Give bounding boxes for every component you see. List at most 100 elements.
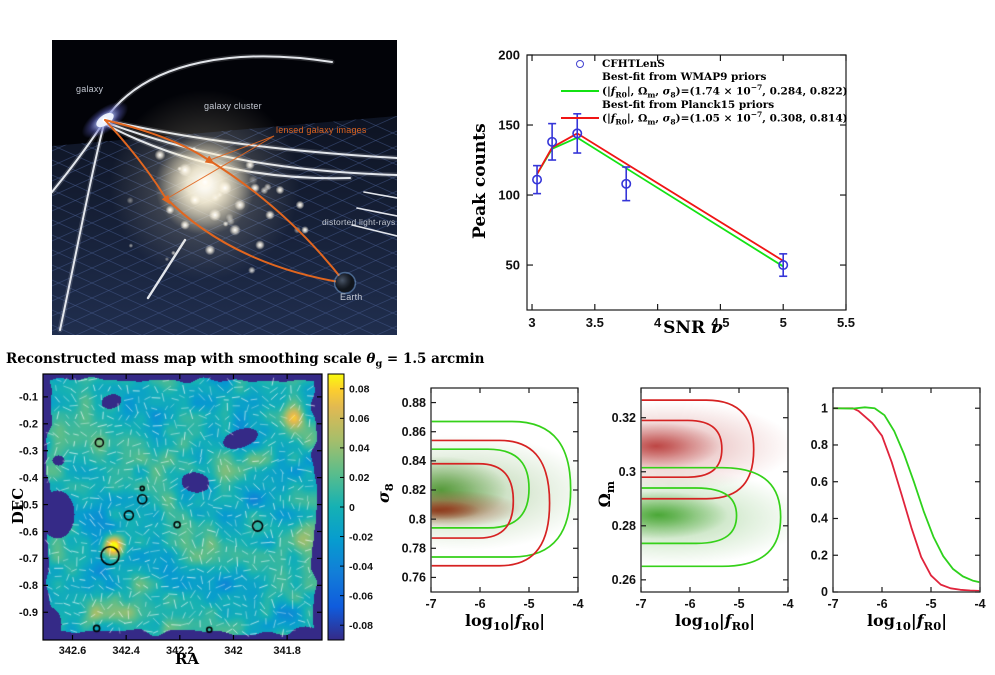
svg-text:0.76: 0.76 bbox=[402, 571, 426, 585]
svg-text:-4: -4 bbox=[572, 597, 583, 611]
svg-text:0.08: 0.08 bbox=[349, 384, 370, 396]
svg-text:-4: -4 bbox=[782, 597, 793, 611]
legend-planck15-name: Best-fit from Planck15 priors bbox=[558, 98, 848, 112]
legend-circle-marker bbox=[558, 59, 602, 68]
massmap-title: Reconstructed mass map with smoothing sc… bbox=[6, 351, 485, 370]
svg-text:4.5: 4.5 bbox=[711, 315, 729, 330]
svg-text:-5: -5 bbox=[733, 597, 744, 611]
svg-text:0.06: 0.06 bbox=[349, 413, 370, 425]
legend-text: Best-fit from WMAP9 priors bbox=[602, 71, 767, 84]
constraint-plots: -7 -6 -5 -4 0.76 0.78 0.8 0.82 0.84 0.86 0.88 -7 -6 -… bbox=[402, 387, 986, 611]
peak-counts-plot: 3 3.5 4 4.5 5 5.5 50 100 150 200 bbox=[498, 48, 855, 331]
svg-text:0.8: 0.8 bbox=[409, 512, 426, 526]
svg-text:0.04: 0.04 bbox=[349, 443, 370, 455]
svg-text:100: 100 bbox=[498, 188, 520, 203]
legend-cfhtlens: CFHTLenS bbox=[558, 57, 848, 71]
svg-text:-0.6: -0.6 bbox=[19, 526, 38, 538]
svg-text:50: 50 bbox=[506, 258, 520, 273]
legend-text: Best-fit from Planck15 priors bbox=[602, 98, 775, 111]
svg-text:-0.4: -0.4 bbox=[19, 472, 39, 484]
svg-text:-4: -4 bbox=[974, 597, 985, 611]
svg-text:-0.2: -0.2 bbox=[19, 419, 38, 431]
peak-xlabel: SNR ν bbox=[663, 318, 723, 338]
svg-text:5.5: 5.5 bbox=[837, 315, 855, 330]
svg-text:0.2: 0.2 bbox=[811, 548, 828, 562]
svg-text:0.8: 0.8 bbox=[811, 438, 828, 452]
fr0-xlabel-3: log10|fR0| bbox=[866, 611, 948, 634]
svg-text:0.88: 0.88 bbox=[402, 396, 426, 410]
svg-text:-5: -5 bbox=[925, 597, 936, 611]
label-lensed-galaxy-images: lensed galaxy images bbox=[276, 125, 367, 135]
svg-text:1: 1 bbox=[821, 401, 828, 415]
peak-ylabel: Peak counts bbox=[470, 123, 490, 239]
earth-sphere bbox=[333, 271, 357, 295]
legend-line-marker bbox=[558, 89, 602, 92]
gravitational-lensing-illustration: galaxy galaxy cluster lensed galaxy images… bbox=[52, 40, 397, 335]
svg-text:-6: -6 bbox=[684, 597, 695, 611]
svg-text:-0.8: -0.8 bbox=[19, 580, 38, 592]
massmap-xlabel: RA bbox=[174, 650, 200, 668]
svg-text:-0.08: -0.08 bbox=[349, 620, 373, 632]
svg-text:-0.3: -0.3 bbox=[19, 446, 38, 458]
legend-planck15-params: (|fR0|, Ωm, σ8)=(1.05 × 10−7, 0.308, 0.8… bbox=[558, 109, 848, 127]
svg-text:-6: -6 bbox=[876, 597, 887, 611]
svg-text:-0.1: -0.1 bbox=[19, 392, 38, 404]
svg-text:3.5: 3.5 bbox=[586, 315, 604, 330]
svg-text:342.4: 342.4 bbox=[112, 645, 140, 657]
svg-text:0.3: 0.3 bbox=[619, 465, 636, 479]
svg-text:0.86: 0.86 bbox=[402, 425, 426, 439]
svg-text:0.28: 0.28 bbox=[612, 519, 636, 533]
lensed-path-arrows bbox=[161, 155, 215, 205]
svg-text:5: 5 bbox=[780, 315, 787, 330]
label-earth: Earth bbox=[340, 292, 363, 302]
svg-text:-7: -7 bbox=[827, 597, 838, 611]
svg-text:-6: -6 bbox=[474, 597, 485, 611]
svg-text:0: 0 bbox=[821, 585, 828, 599]
svg-text:-7: -7 bbox=[425, 597, 436, 611]
label-distorted-light-rays: distorted light-rays bbox=[322, 217, 396, 227]
peak-legend: CFHTLenS Best-fit from WMAP9 priors (|fR0|… bbox=[558, 57, 848, 127]
svg-text:150: 150 bbox=[498, 118, 520, 133]
svg-text:0.26: 0.26 bbox=[612, 573, 636, 587]
svg-text:-7: -7 bbox=[635, 597, 646, 611]
legend-wmap9-params: (|fR0|, Ωm, σ8)=(1.74 × 10−7, 0.284, 0.8… bbox=[558, 82, 848, 100]
svg-text:0.78: 0.78 bbox=[402, 541, 426, 555]
massmap-axes: 342.6 342.4 342.2 342 341.8 -0.1 -0.2 -0.3 -0.4 -… bbox=[19, 373, 373, 657]
svg-text:4: 4 bbox=[654, 315, 662, 330]
legend-wmap9-name: Best-fit from WMAP9 priors bbox=[558, 71, 848, 85]
svg-text:0.84: 0.84 bbox=[402, 454, 426, 468]
massmap-canvas bbox=[43, 374, 322, 640]
svg-text:-0.02: -0.02 bbox=[349, 531, 373, 543]
label-galaxy-cluster: galaxy cluster bbox=[204, 101, 262, 111]
svg-text:342.2: 342.2 bbox=[166, 645, 194, 657]
svg-text:0.02: 0.02 bbox=[349, 472, 370, 484]
fr0-xlabel-2: log10|fR0| bbox=[674, 611, 756, 634]
lensing-art bbox=[52, 40, 397, 335]
svg-text:-0.7: -0.7 bbox=[19, 553, 38, 565]
legend-text: (|fR0|, Ωm, σ8)=(1.05 × 10−7, 0.308, 0.8… bbox=[602, 109, 848, 127]
svg-text:0: 0 bbox=[349, 502, 355, 514]
svg-text:342.6: 342.6 bbox=[59, 645, 87, 657]
cluster-stars bbox=[126, 146, 309, 274]
svg-text:200: 200 bbox=[498, 48, 520, 63]
svg-text:0.4: 0.4 bbox=[811, 512, 828, 526]
svg-text:0.32: 0.32 bbox=[612, 411, 636, 425]
legend-line-marker bbox=[558, 117, 602, 120]
svg-text:0.82: 0.82 bbox=[402, 483, 426, 497]
svg-text:3: 3 bbox=[528, 315, 535, 330]
svg-text:341.8: 341.8 bbox=[273, 645, 301, 657]
svg-text:-0.5: -0.5 bbox=[19, 499, 38, 511]
svg-text:-5: -5 bbox=[523, 597, 534, 611]
svg-text:0.6: 0.6 bbox=[811, 475, 828, 489]
legend-text: (|fR0|, Ωm, σ8)=(1.74 × 10−7, 0.284, 0.8… bbox=[602, 82, 848, 100]
svg-text:-0.06: -0.06 bbox=[349, 590, 373, 602]
svg-text:-0.04: -0.04 bbox=[349, 561, 373, 573]
omegam-ylabel: Ωm bbox=[594, 480, 618, 508]
legend-text: CFHTLenS bbox=[602, 57, 665, 70]
fr0-xlabel-1: log10|fR0| bbox=[464, 611, 546, 634]
label-galaxy: galaxy bbox=[76, 84, 104, 94]
label-leader-lines bbox=[167, 135, 275, 199]
svg-text:342: 342 bbox=[224, 645, 242, 657]
sigma8-ylabel: σ8 bbox=[373, 483, 397, 503]
